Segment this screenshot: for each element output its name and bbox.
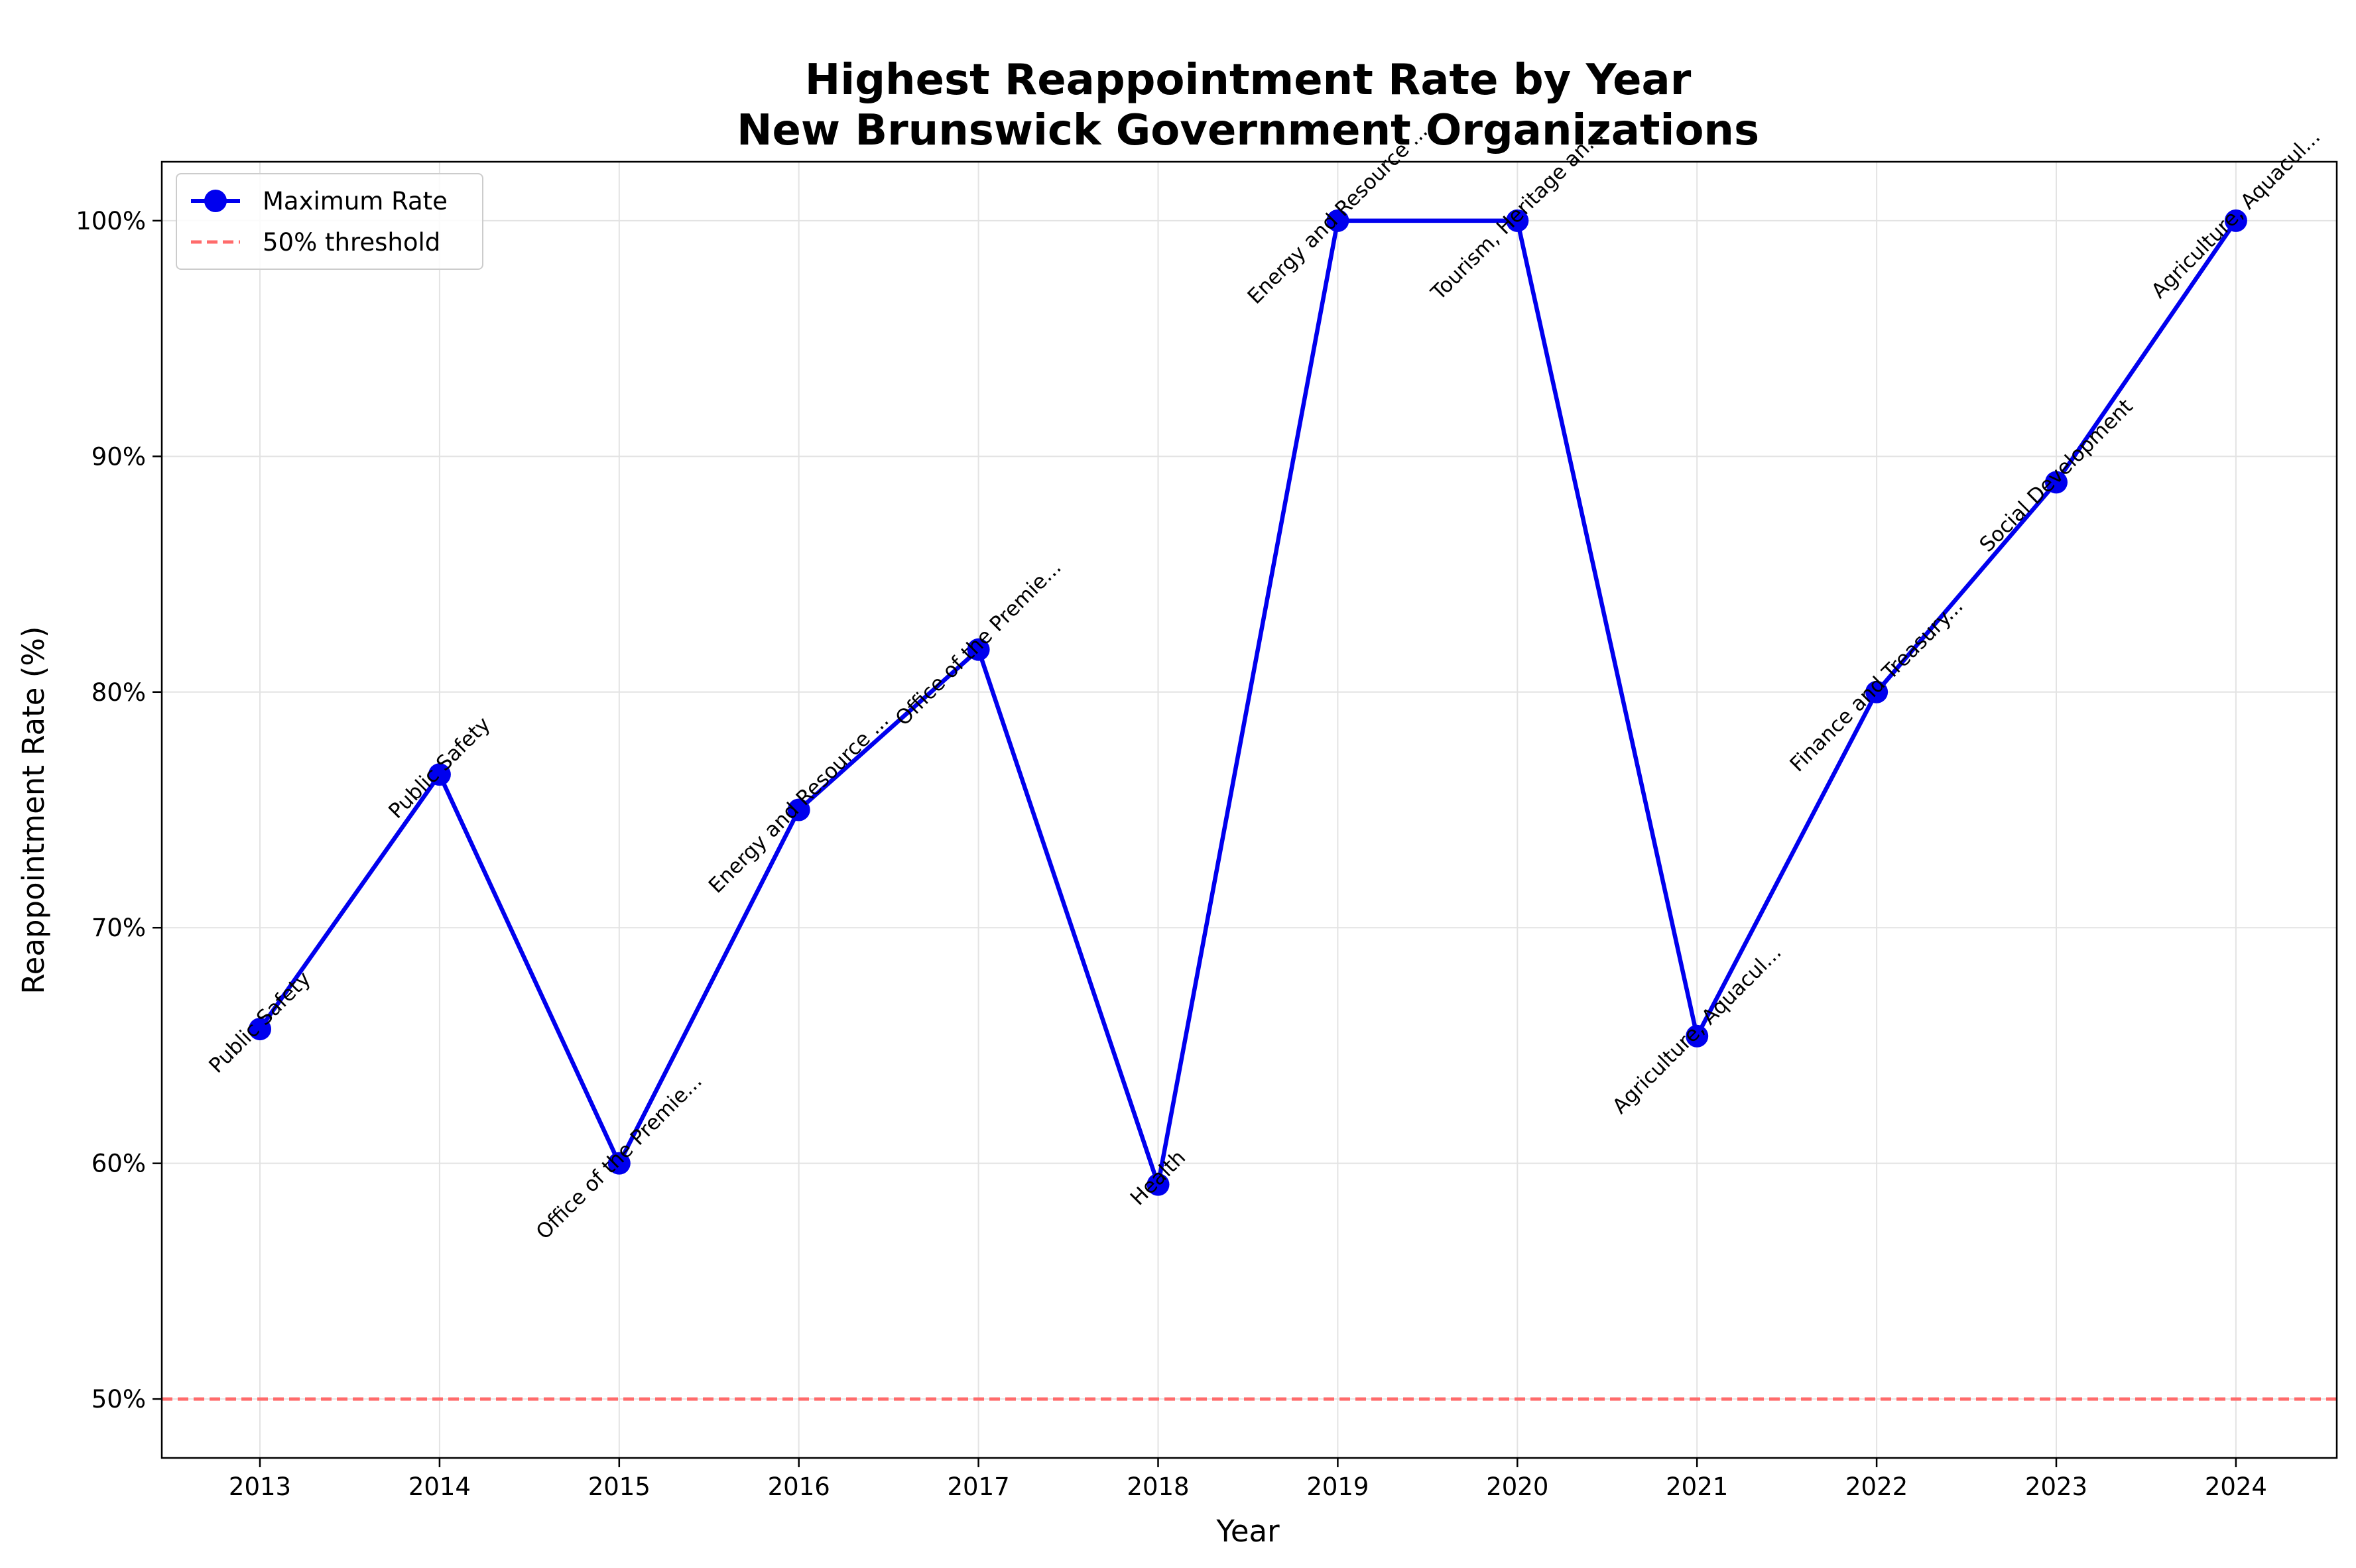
y-tick-label: 90%	[92, 442, 146, 471]
legend-marker-series	[204, 190, 227, 212]
y-tick-label: 70%	[92, 914, 146, 942]
data-point	[1326, 209, 1349, 232]
y-tick-label: 100%	[76, 207, 146, 235]
legend-label-series: Maximum Rate	[263, 187, 448, 215]
x-tick-label: 2020	[1486, 1473, 1548, 1501]
x-axis-label: Year	[1215, 1514, 1280, 1549]
data-point	[1686, 1024, 1709, 1048]
legend-label-threshold: 50% threshold	[263, 228, 440, 257]
data-point	[967, 638, 990, 661]
chart-title: Highest Reappointment Rate by Year	[805, 56, 1692, 105]
x-tick-label: 2022	[1845, 1473, 1908, 1501]
data-point	[249, 1018, 271, 1041]
data-point	[787, 798, 810, 821]
data-point	[1147, 1173, 1170, 1196]
data-point	[607, 1152, 631, 1175]
data-point	[2045, 471, 2068, 494]
x-tick-label: 2021	[1666, 1473, 1728, 1501]
data-point	[1506, 209, 1529, 232]
y-axis-label: Reappointment Rate (%)	[16, 626, 51, 994]
series-line-maximum-rate	[258, 218, 2238, 1187]
plot-area-frame	[160, 160, 2338, 1459]
legend-box	[176, 173, 483, 270]
chart-subtitle: New Brunswick Government Organizations	[737, 106, 1759, 155]
x-tick-label: 2019	[1306, 1473, 1369, 1501]
series-layer	[249, 209, 2247, 1196]
x-tick-label: 2017	[948, 1473, 1010, 1501]
data-point	[2224, 209, 2247, 232]
legend: Maximum Rate 50% threshold	[176, 173, 483, 270]
data-point	[1865, 680, 1889, 703]
x-tick-label: 2018	[1127, 1473, 1189, 1501]
x-tick-label: 2023	[2025, 1473, 2087, 1501]
y-tick-label: 80%	[92, 678, 146, 707]
x-tick-label: 2013	[229, 1473, 291, 1501]
grid	[162, 162, 2337, 1458]
x-tick-label: 2016	[768, 1473, 830, 1501]
y-tick-label: 50%	[92, 1385, 146, 1414]
x-tick-label: 2015	[588, 1473, 651, 1501]
x-tick-label: 2014	[408, 1473, 471, 1501]
x-tick-label: 2024	[2205, 1473, 2267, 1501]
x-axis-ticks: 2013 2014 2015 2016 2017 2018 2019 2020 2021 2022…	[229, 1458, 2267, 1501]
data-point	[428, 763, 451, 786]
y-tick-label: 60%	[92, 1150, 146, 1178]
y-axis-ticks: 50% 60% 70% 80% 90% 100%	[76, 207, 162, 1414]
